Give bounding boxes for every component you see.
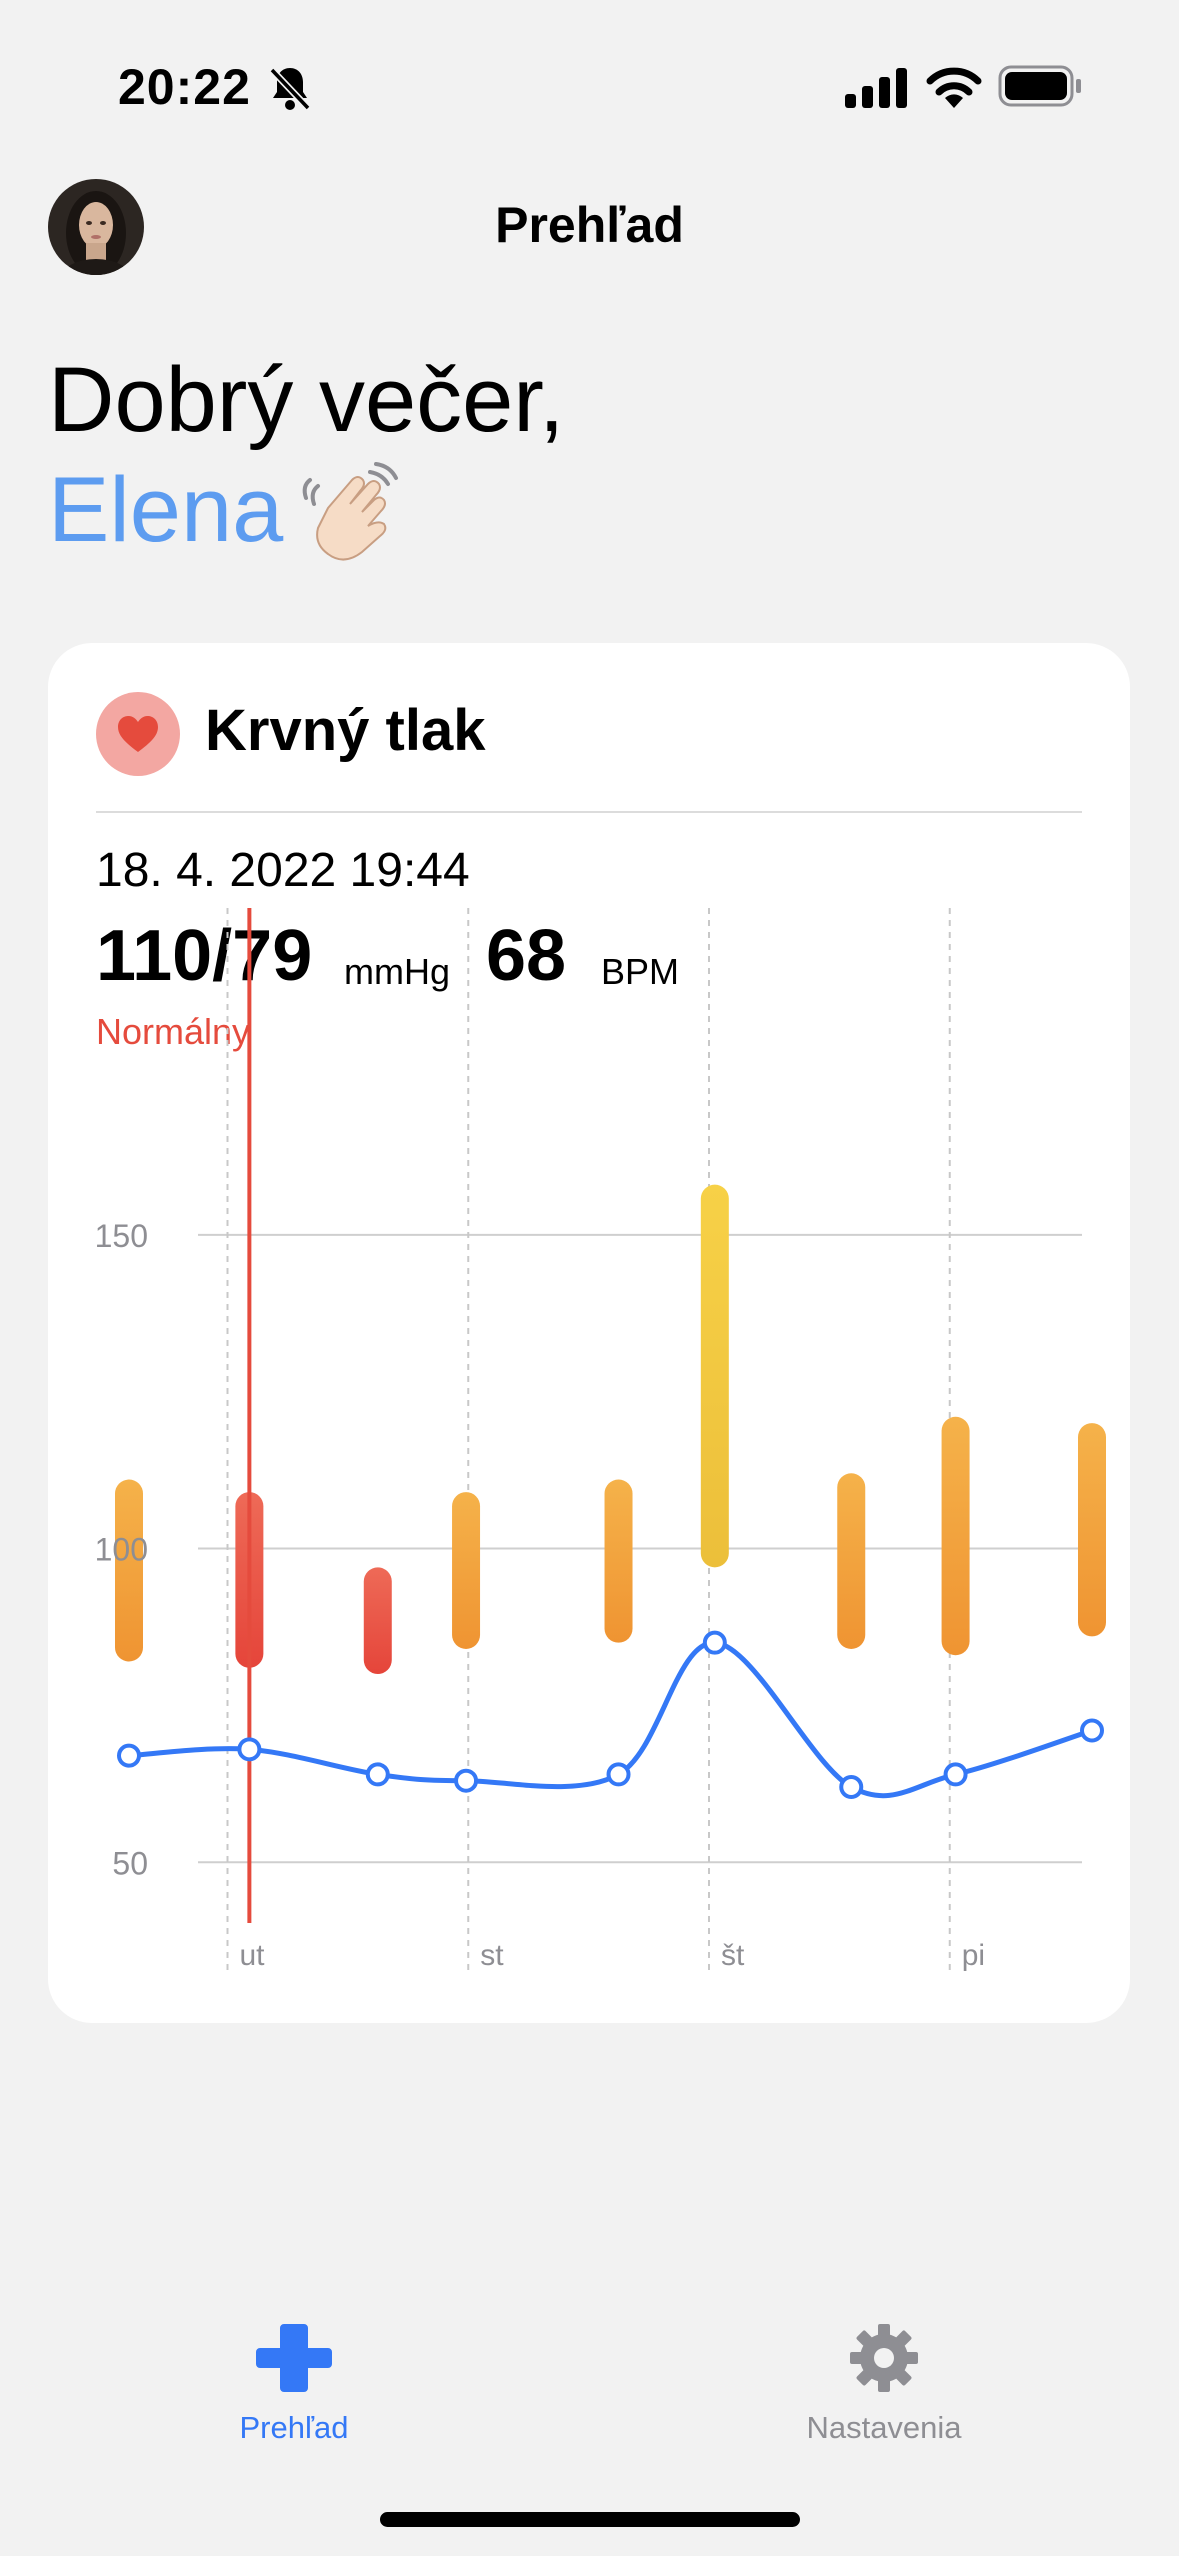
pulse-point-6 — [839, 1774, 864, 1799]
reading-status: Normálny — [96, 1011, 251, 1052]
y-tick-100: 100 — [95, 1532, 148, 1568]
tab-settings[interactable]: Nastavenia — [734, 2320, 1034, 2446]
pressure-bar-4 — [604, 1479, 633, 1643]
pulse-point-8 — [1080, 1718, 1104, 1743]
home-indicator — [380, 2512, 800, 2527]
y-tick-50: 50 — [112, 1845, 148, 1881]
pulse-point-2 — [365, 1762, 390, 1787]
blood-pressure-card[interactable]: Krvný tlak 18. 4. 2022 19:44 110/79 mmHg… — [48, 643, 1130, 2023]
pulse-point-3 — [454, 1768, 479, 1793]
pressure-bar-6 — [837, 1473, 866, 1649]
pressure-bar-5 — [700, 1184, 729, 1568]
heart-badge — [96, 692, 180, 776]
pulse-point-4 — [606, 1762, 631, 1787]
status-bar: 20:22 — [0, 0, 1179, 170]
tab-overview-label: Prehľad — [239, 2410, 349, 2445]
pressure-bar-2 — [363, 1567, 392, 1675]
heart-icon — [118, 716, 158, 752]
tab-overview[interactable]: Prehľad — [144, 2320, 444, 2446]
pressure-bar-8 — [1078, 1423, 1106, 1637]
blood-pressure-unit: mmHg — [344, 951, 450, 992]
x-tick-ut: ut — [240, 1939, 266, 1972]
pulse-point-7 — [943, 1762, 968, 1787]
card-divider — [96, 811, 1082, 813]
pulse-unit: BPM — [601, 951, 680, 992]
tab-settings-label: Nastavenia — [806, 2410, 962, 2445]
greeting-name: Elena — [48, 459, 284, 561]
y-tick-150: 150 — [95, 1218, 148, 1254]
pulse-value: 68 — [486, 916, 567, 996]
plus-icon — [256, 2324, 332, 2392]
signal-icon — [845, 68, 907, 108]
bell-slash-icon — [269, 67, 311, 111]
x-tick-št: št — [721, 1939, 745, 1972]
wifi-icon — [926, 67, 982, 108]
battery-icon — [998, 65, 1081, 107]
pulse-point-5 — [702, 1630, 727, 1655]
pulse-point-0 — [117, 1743, 141, 1768]
gear-icon — [850, 2324, 918, 2392]
pressure-bar-0 — [115, 1479, 143, 1662]
card-title: Krvný tlak — [205, 698, 486, 763]
pressure-bar-3 — [452, 1492, 481, 1649]
waving-hand-icon — [302, 462, 398, 561]
reading-date: 18. 4. 2022 19:44 — [96, 844, 470, 897]
greeting-text: Dobrý večer, — [48, 349, 565, 451]
x-tick-pi: pi — [962, 1939, 985, 1972]
blood-pressure-chart[interactable]: 150 100 50 ut st št pi — [48, 643, 1130, 2023]
pulse-point-1 — [237, 1737, 262, 1762]
pressure-bar-7 — [941, 1416, 970, 1656]
status-time: 20:22 — [118, 59, 251, 115]
avatar[interactable] — [48, 179, 144, 275]
pulse-line — [128, 1640, 1093, 1799]
x-tick-st: st — [480, 1939, 504, 1972]
page-title: Prehľad — [495, 197, 684, 253]
blood-pressure-value: 110/79 — [96, 916, 313, 996]
